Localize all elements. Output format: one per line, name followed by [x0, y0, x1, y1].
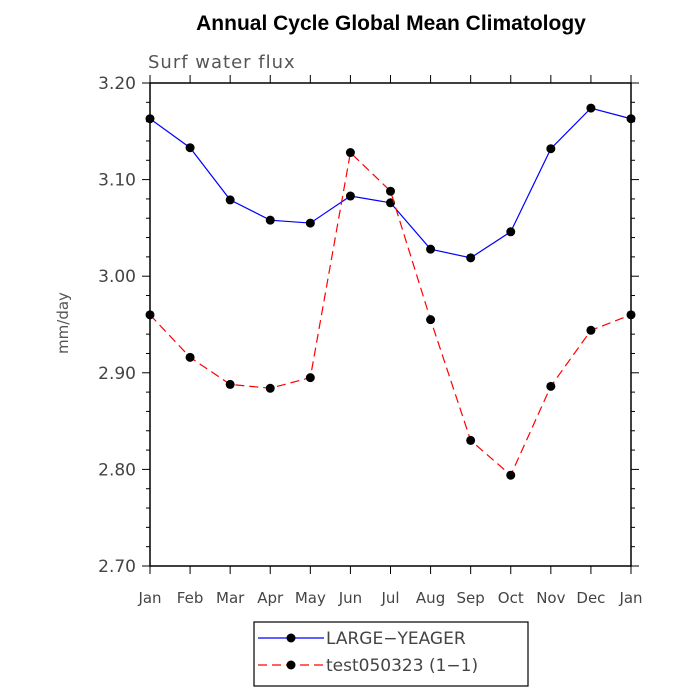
- y-tick-label: 3.00: [98, 267, 136, 287]
- x-tick-label: Mar: [216, 589, 245, 607]
- legend-marker-2: [286, 660, 296, 670]
- legend-label-2: test050323 (1−1): [326, 656, 478, 676]
- chart-subtitle: Surf water flux: [148, 52, 296, 73]
- series-1-point: [225, 195, 235, 205]
- x-tick-label: Jan: [618, 589, 642, 607]
- series-2-point: [145, 310, 155, 320]
- x-tick-label: Dec: [576, 589, 605, 607]
- series-2-point: [546, 381, 556, 391]
- legend: LARGE−YEAGER test050323 (1−1): [253, 621, 529, 687]
- series-1-point: [546, 144, 556, 154]
- series-1-point: [345, 191, 355, 201]
- series-2-point: [586, 325, 596, 335]
- series-line-1: [149, 107, 632, 259]
- x-tick-label: Feb: [177, 589, 204, 607]
- series-1-point: [185, 143, 195, 153]
- legend-marker-1: [286, 633, 296, 643]
- y-tick-label: 3.20: [98, 74, 136, 94]
- series-1-point: [466, 253, 476, 263]
- series-1-point: [506, 227, 516, 237]
- x-tick-label: May: [295, 589, 326, 607]
- series-2-point: [506, 470, 516, 480]
- series-2-point: [225, 379, 235, 389]
- series-2-point: [466, 435, 476, 445]
- x-tick-label: Jun: [338, 589, 362, 607]
- plot-area: 2.70 2.80 2.90 3.00 3.10 3.20 Jan Feb Mar Apr May J…: [98, 74, 642, 607]
- series-2-point: [345, 148, 355, 158]
- series-1-point: [265, 215, 275, 225]
- series-2-point: [305, 373, 315, 383]
- series-2-point: [386, 186, 395, 196]
- y-tick-label: 2.80: [98, 460, 136, 480]
- x-tick-label: Apr: [257, 589, 284, 607]
- x-tick-label: Nov: [536, 589, 565, 607]
- plot-frame: [149, 82, 632, 567]
- x-tick-label: Aug: [416, 589, 445, 607]
- series-2-point: [185, 352, 195, 362]
- y-tick-label: 2.70: [98, 557, 136, 577]
- series-2-point: [426, 315, 436, 325]
- y-axis-label: mm/day: [54, 292, 72, 354]
- x-tick-label: Jul: [380, 589, 399, 607]
- x-tick-label: Jan: [137, 589, 161, 607]
- series-1-point: [426, 244, 436, 254]
- y-tick-label: 2.90: [98, 364, 136, 384]
- series-1-point: [586, 103, 596, 113]
- x-tick-label: Sep: [457, 589, 485, 607]
- series-1-point: [305, 218, 315, 228]
- series-2-point: [626, 310, 636, 320]
- series-2-point: [265, 383, 275, 393]
- series-1-point: [626, 114, 636, 124]
- legend-label-1: LARGE−YEAGER: [326, 629, 466, 649]
- legend-box: [253, 621, 529, 687]
- x-tick-label: Oct: [498, 589, 524, 607]
- series-1-point: [145, 114, 155, 124]
- series-1-point: [386, 198, 395, 208]
- chart-title: Annual Cycle Global Mean Climatology: [196, 12, 586, 35]
- y-tick-label: 3.10: [98, 171, 136, 191]
